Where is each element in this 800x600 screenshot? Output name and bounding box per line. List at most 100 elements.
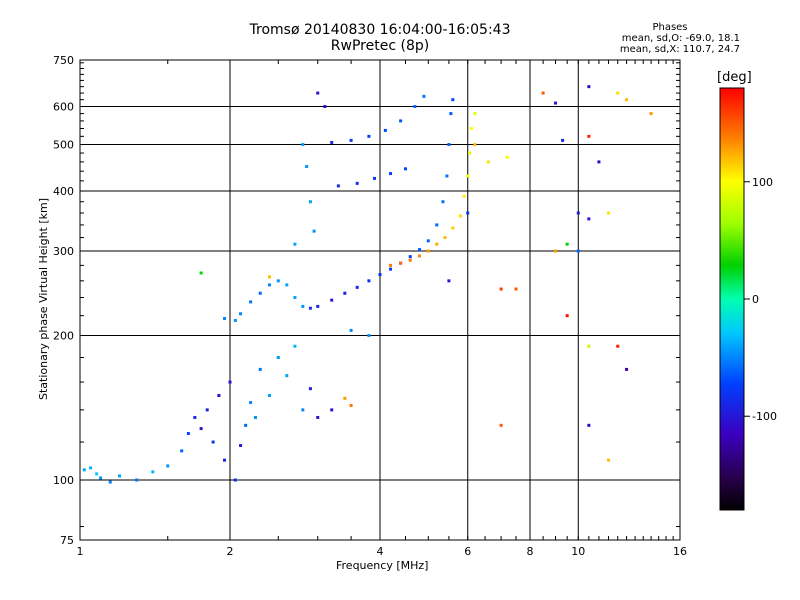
scatter-point xyxy=(267,283,271,287)
scatter-point xyxy=(462,194,466,198)
scatter-point xyxy=(408,258,412,262)
scatter-point xyxy=(330,408,334,412)
scatter-point xyxy=(223,317,227,321)
scatter-point xyxy=(447,143,451,147)
phases-stats: Phases mean, sd,O: -69.0, 18.1 mean, sd,… xyxy=(540,22,740,55)
scatter-point xyxy=(355,285,359,289)
scatter-point xyxy=(308,387,312,391)
scatter-point xyxy=(505,155,509,159)
scatter-point xyxy=(249,401,253,405)
scatter-point xyxy=(249,300,253,304)
scatter-point xyxy=(343,291,347,295)
scatter-point xyxy=(625,367,629,371)
scatter-point xyxy=(367,134,371,138)
scatter-point xyxy=(587,85,591,89)
x-tick-label: 6 xyxy=(464,545,471,558)
y-tick-label: 100 xyxy=(53,474,74,487)
scatter-point xyxy=(383,128,387,132)
scatter-point xyxy=(186,432,190,436)
scatter-point xyxy=(285,374,289,378)
scatter-point xyxy=(445,174,449,178)
scatter-point xyxy=(378,273,382,277)
colorbar-gradient xyxy=(719,87,745,511)
scatter-point xyxy=(486,160,490,164)
scatter-point xyxy=(587,134,591,138)
scatter-point xyxy=(553,249,557,253)
scatter-point xyxy=(355,181,359,185)
scatter-point xyxy=(561,138,565,142)
scatter-point xyxy=(649,112,653,116)
chart-title-line-1: Tromsø 20140830 16:04:00-16:05:43 xyxy=(249,22,511,38)
scatter-point xyxy=(316,91,320,95)
scatter-point xyxy=(117,474,121,478)
scatter-point xyxy=(349,403,353,407)
scatter-point xyxy=(607,458,611,462)
x-tick-label: 10 xyxy=(571,545,585,558)
scatter-point xyxy=(417,254,421,258)
scatter-point xyxy=(180,449,184,453)
scatter-point xyxy=(108,480,112,484)
y-axis-label: Stationary phase Virtual Height [km] xyxy=(37,197,50,400)
colorbar-tick-label: 0 xyxy=(752,293,759,306)
scatter-point xyxy=(239,312,243,316)
scatter-point xyxy=(389,267,393,271)
scatter-point xyxy=(441,200,445,204)
scatter-point xyxy=(422,94,426,98)
scatter-point xyxy=(408,255,412,259)
scatter-point xyxy=(399,119,403,123)
scatter-point xyxy=(244,423,248,427)
scatter-point xyxy=(625,98,629,102)
y-tick-label: 750 xyxy=(53,54,74,67)
scatter-point xyxy=(89,466,93,470)
y-tick-label: 400 xyxy=(53,185,74,198)
scatter-point xyxy=(301,304,305,308)
scatter-point xyxy=(473,112,477,116)
scatter-point xyxy=(285,283,289,287)
scatter-point xyxy=(349,138,353,142)
scatter-point xyxy=(239,444,243,448)
scatter-point xyxy=(399,261,403,265)
scatter-point xyxy=(473,143,477,147)
colorbar-ticks: 100 0 -100 xyxy=(744,176,777,423)
scatter-point xyxy=(330,140,334,144)
scatter-point xyxy=(373,176,377,180)
scatter-point xyxy=(233,478,237,482)
scatter-point xyxy=(211,440,215,444)
scatter-point xyxy=(308,306,312,310)
scatter-point xyxy=(293,242,297,246)
colorbar-tick-label: 100 xyxy=(752,176,773,189)
scatter-point xyxy=(349,328,353,332)
scatter-point xyxy=(82,468,86,472)
scatter-point xyxy=(458,214,462,218)
grid-lines xyxy=(80,60,680,540)
scatter-point xyxy=(413,105,417,109)
scatter-point xyxy=(553,101,557,105)
colorbar-unit-label: [deg] xyxy=(717,70,752,85)
scatter-point xyxy=(258,291,262,295)
scatter-point xyxy=(233,318,237,322)
y-tick-label: 75 xyxy=(60,534,74,547)
scatter-point xyxy=(99,476,103,480)
scatter-point xyxy=(267,275,271,279)
scatter-point xyxy=(426,239,430,243)
scatter-point xyxy=(576,211,580,215)
scatter-point xyxy=(367,334,371,338)
scatter-point xyxy=(199,271,203,275)
scatter-point xyxy=(135,478,139,482)
scatter-point xyxy=(199,427,203,431)
scatter-point xyxy=(343,396,347,400)
scatter-point xyxy=(514,287,518,291)
scatter-point xyxy=(95,472,99,476)
scatter-point xyxy=(308,200,312,204)
scatter-point xyxy=(468,151,472,155)
scatter-point xyxy=(499,423,503,427)
x-tick-label: 8 xyxy=(527,545,534,558)
scatter-point xyxy=(443,236,447,240)
scatter-point xyxy=(217,394,221,398)
scatter-point xyxy=(276,355,280,359)
scatter-point xyxy=(587,217,591,221)
scatter-point xyxy=(435,242,439,246)
phases-o-stats: mean, sd,O: -69.0, 18.1 xyxy=(621,33,740,44)
scatter-point xyxy=(330,298,334,302)
